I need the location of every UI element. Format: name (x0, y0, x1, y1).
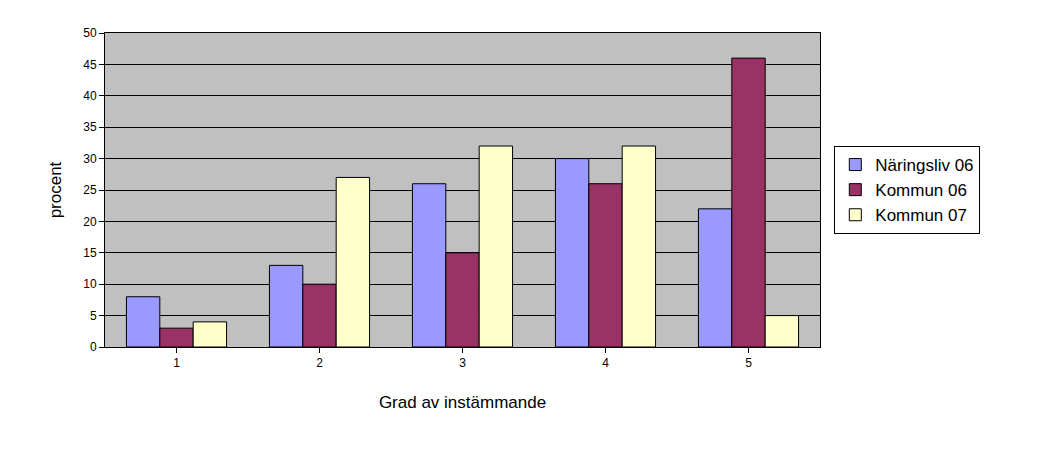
svg-text:50: 50 (83, 26, 97, 40)
svg-text:35: 35 (83, 120, 97, 134)
svg-text:procent: procent (46, 161, 65, 218)
svg-text:5: 5 (90, 309, 97, 323)
svg-text:4: 4 (602, 356, 609, 370)
svg-text:15: 15 (83, 246, 97, 260)
svg-text:Näringsliv 06: Näringsliv 06 (875, 156, 973, 175)
svg-text:30: 30 (83, 152, 97, 166)
svg-text:5: 5 (745, 356, 752, 370)
svg-text:Kommun 06: Kommun 06 (875, 181, 967, 200)
svg-text:20: 20 (83, 215, 97, 229)
svg-text:40: 40 (83, 89, 97, 103)
svg-text:25: 25 (83, 183, 97, 197)
svg-text:Kommun 07: Kommun 07 (875, 206, 967, 225)
svg-text:1: 1 (173, 356, 180, 370)
svg-text:2: 2 (316, 356, 323, 370)
svg-text:10: 10 (83, 277, 97, 291)
svg-text:3: 3 (459, 356, 466, 370)
svg-text:Grad av instämmande: Grad av instämmande (379, 393, 546, 412)
svg-text:45: 45 (83, 58, 97, 72)
svg-text:0: 0 (90, 340, 97, 354)
